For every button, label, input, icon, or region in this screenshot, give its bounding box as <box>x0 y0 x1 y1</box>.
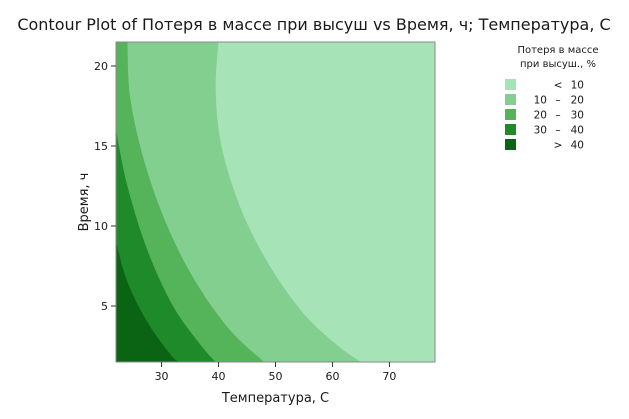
legend-range-high: 40 <box>571 140 584 152</box>
y-axis-ticks: 5 10 15 20 <box>94 60 116 313</box>
legend-operator: – <box>555 125 560 137</box>
legend-range-low: 10 <box>534 95 547 107</box>
contour-region-30-40 <box>116 130 216 362</box>
x-axis-ticks: 30 40 50 60 70 <box>155 362 396 383</box>
y-axis-label: Время, ч <box>77 173 92 232</box>
legend-swatch <box>505 109 516 120</box>
legend-range-low: 30 <box>534 125 547 137</box>
contour-region-gt-40 <box>116 242 179 362</box>
legend-swatch <box>505 79 516 90</box>
legend-range-high: 10 <box>571 80 584 92</box>
legend-operator: < <box>554 80 563 92</box>
legend-swatch <box>505 139 516 150</box>
y-tick-label: 15 <box>94 140 108 153</box>
legend-range-high: 20 <box>571 95 584 107</box>
x-tick-label: 60 <box>325 370 339 383</box>
legend-range-high: 40 <box>571 125 584 137</box>
legend-swatch <box>505 94 516 105</box>
y-tick-label: 10 <box>94 220 108 233</box>
legend-operator: – <box>555 95 560 107</box>
x-axis-label: Температура, C <box>221 391 329 406</box>
legend-swatch <box>505 124 516 135</box>
plot-area <box>115 41 436 363</box>
x-tick-label: 50 <box>269 370 283 383</box>
x-tick-label: 70 <box>382 370 396 383</box>
chart-title: Contour Plot of Потеря в массе при высуш… <box>17 15 610 34</box>
legend-title: при высуш., % <box>520 59 596 70</box>
x-tick-label: 30 <box>155 370 169 383</box>
y-tick-label: 5 <box>101 300 108 313</box>
y-tick-label: 20 <box>94 60 108 73</box>
legend-title: Потеря в массе <box>517 45 598 56</box>
legend-operator: – <box>555 110 560 122</box>
x-tick-label: 40 <box>212 370 226 383</box>
legend-range-high: 30 <box>571 110 584 122</box>
legend-operator: > <box>554 140 563 152</box>
legend-range-low: 20 <box>534 110 547 122</box>
